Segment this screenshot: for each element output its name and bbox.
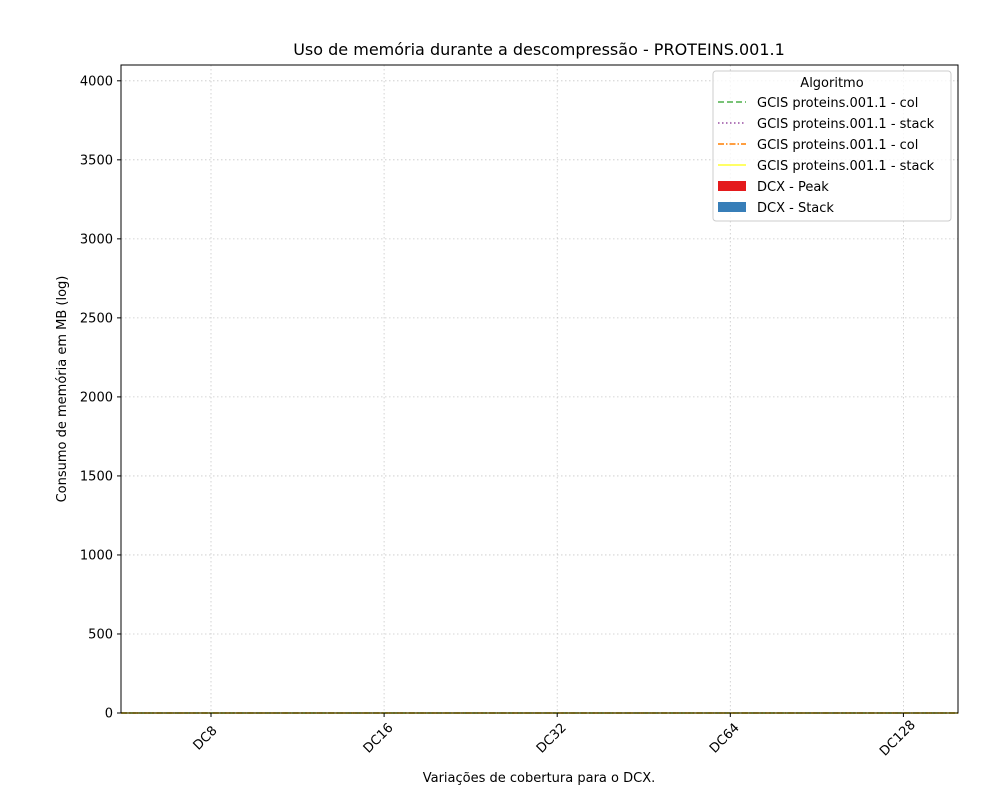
x-axis-label: Variações de cobertura para o DCX. [423, 771, 656, 786]
legend-label: GCIS proteins.001.1 - col [757, 138, 918, 153]
legend-entries: GCIS proteins.001.1 - col GCIS proteins.0… [718, 96, 935, 216]
y-tick-label: 1500 [80, 469, 113, 484]
legend-bar-swatch [718, 181, 746, 191]
legend-label: GCIS proteins.001.1 - stack [757, 159, 935, 174]
y-axis-label: Consumo de memória em MB (log) [55, 276, 70, 503]
y-tick-label: 0 [105, 707, 113, 722]
legend: Algoritmo GCIS proteins.001.1 - colGCIS … [712, 70, 952, 222]
y-tick-label: 4000 [80, 74, 113, 89]
y-tick-label: 500 [88, 627, 113, 642]
legend-frame [712, 70, 952, 222]
plot-frame [120, 64, 959, 714]
y-tick-label: 1000 [80, 548, 113, 563]
legend-label: DCX - Stack [757, 201, 834, 216]
chart-title: Uso de memória durante a descompressão -… [293, 40, 785, 59]
axes [117, 64, 959, 717]
y-tick-label: 2500 [80, 311, 113, 326]
y-tick-label: 3000 [80, 232, 113, 247]
legend-title: Algoritmo [800, 76, 863, 91]
y-tick-label: 2000 [80, 390, 113, 405]
legend-bar-swatch [718, 202, 746, 212]
legend-label: DCX - Peak [757, 180, 829, 195]
legend-label: GCIS proteins.001.1 - col [757, 96, 918, 111]
legend-label: GCIS proteins.001.1 - stack [757, 117, 935, 132]
y-tick-label: 3500 [80, 153, 113, 168]
